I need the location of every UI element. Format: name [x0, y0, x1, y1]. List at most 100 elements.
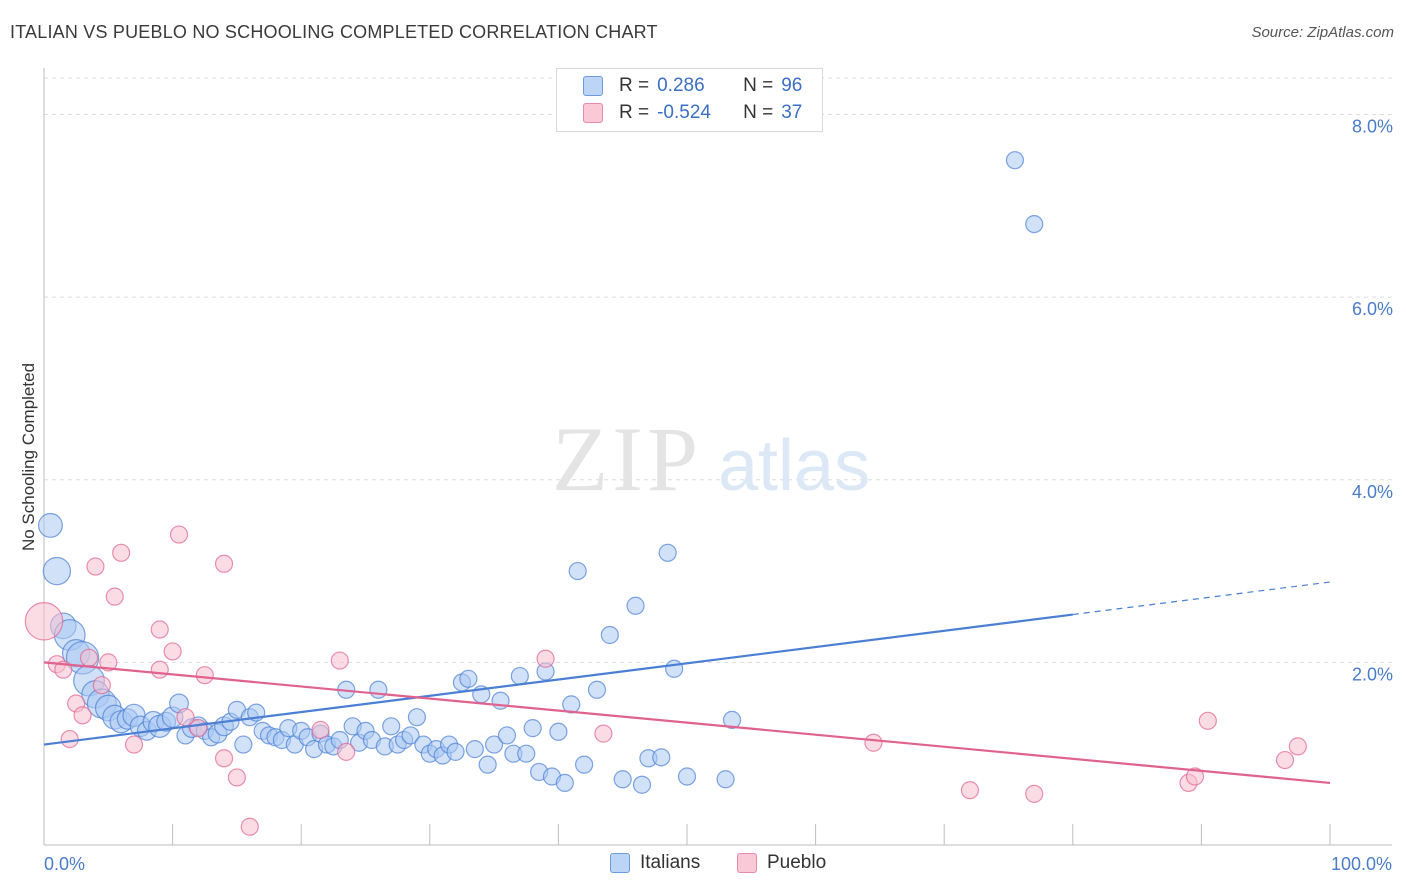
italians-point [517, 744, 536, 763]
pueblo-point [330, 651, 349, 670]
pueblo-point [24, 601, 64, 641]
italians-point [677, 767, 697, 786]
pueblo-point [214, 749, 234, 768]
chart-title: ITALIAN VS PUEBLO NO SCHOOLING COMPLETED… [10, 22, 658, 42]
watermark-atlas: atlas [718, 426, 870, 506]
legend-r-label: R = [619, 102, 650, 123]
pueblo-point [112, 543, 131, 562]
legend-row-italians: R = 0.286 N = 96 [583, 73, 802, 99]
italians-point [632, 775, 652, 794]
pueblo-trend-line [43, 661, 1331, 785]
italians-point [42, 556, 72, 586]
pueblo-point [1198, 711, 1217, 730]
y-axis-label: No Schooling Completed [19, 363, 38, 551]
legend-row-pueblo: R = -0.524 N = 37 [583, 100, 802, 126]
italians-point [658, 543, 677, 562]
y-tick-label: 6.0% [1352, 299, 1393, 319]
series-label-pueblo: Pueblo [767, 852, 827, 873]
pueblo-point [960, 781, 980, 800]
pueblo-point [92, 676, 111, 695]
correlation-legend: R = 0.286 N = 96 R = -0.524 N = 37 [556, 68, 823, 132]
italians-point [446, 742, 465, 761]
trend-lines [43, 581, 1331, 785]
italians-point [722, 710, 742, 730]
pueblo-point [195, 666, 214, 685]
series-legend-pueblo: Pueblo [737, 852, 826, 874]
series-swatch-pueblo [737, 853, 757, 873]
pueblo-point [60, 729, 79, 749]
italians-point [401, 726, 420, 745]
italians-point [600, 625, 619, 645]
axes [43, 68, 1392, 846]
pueblo-point [1185, 767, 1205, 786]
legend-swatch-italians [583, 76, 603, 96]
italians-point [459, 669, 478, 688]
italians-point [568, 561, 587, 581]
series-label-italians: Italians [640, 852, 701, 873]
pueblo-point [594, 724, 613, 743]
legend-n-value: 96 [781, 75, 803, 96]
series-swatch-italians [610, 853, 630, 873]
italians-point [234, 735, 253, 754]
italians-point [652, 748, 671, 767]
italians-point [613, 770, 632, 789]
pueblo-point [1275, 750, 1295, 770]
italians-point [1005, 151, 1025, 170]
italians-point [665, 659, 684, 678]
watermark: ZIP atlas [552, 408, 870, 510]
pueblo-point [86, 557, 105, 576]
pueblo-point [124, 735, 144, 754]
source-label: Source: ZipAtlas.com [1251, 24, 1394, 41]
italians-point [626, 596, 645, 615]
pueblo-point [240, 817, 259, 836]
pueblo-point [99, 653, 118, 672]
italians-point [407, 708, 427, 727]
italians-point [465, 740, 484, 759]
pueblo-point [311, 720, 330, 740]
pueblo-point [337, 742, 356, 761]
pueblo-point [536, 649, 555, 668]
legend-n-label: N = [743, 75, 774, 96]
legend-n-label: N = [743, 102, 774, 123]
pueblo-point [189, 719, 208, 738]
pueblo-point [169, 525, 189, 544]
pueblo-point [105, 587, 124, 606]
pueblo-point [864, 733, 883, 752]
y-tick-label: 4.0% [1352, 482, 1393, 502]
italians-point [510, 666, 529, 686]
pueblo-point [150, 660, 169, 679]
italians-point [575, 755, 594, 774]
pueblo-point [73, 706, 92, 725]
italians-point [555, 773, 574, 793]
tick-labels: 2.0% 4.0% 6.0% 8.0% 0.0% 100.0% [44, 117, 1393, 874]
italians-point [716, 770, 735, 789]
pueblo-point [227, 768, 246, 787]
pueblo-point [150, 620, 169, 639]
legend-r-value: 0.286 [657, 75, 705, 96]
italians-point [382, 717, 401, 736]
italians-point [485, 735, 504, 754]
series-legend-italians: Italians [610, 852, 700, 874]
italians-point [497, 726, 517, 745]
grid-lines [44, 77, 1392, 663]
italians-point [549, 722, 568, 741]
legend-r-value: -0.524 [657, 102, 711, 123]
watermark-zip: ZIP [552, 408, 702, 510]
italians-point [523, 719, 542, 738]
italians-point [478, 755, 497, 774]
y-tick-label: 2.0% [1352, 664, 1393, 684]
pueblo-point [163, 642, 182, 661]
x-tick-label: 0.0% [44, 854, 85, 874]
pueblo-point [1288, 737, 1307, 756]
pueblo-point [214, 554, 234, 573]
italians-trend-line [43, 613, 1073, 746]
italians-point [37, 512, 63, 538]
series-legend: Italians Pueblo [0, 852, 1406, 878]
x-tick-label: 100.0% [1331, 854, 1392, 874]
legend-swatch-pueblo [583, 103, 603, 123]
italians-point [369, 680, 388, 699]
italians-trend-extension [1072, 581, 1331, 616]
italians-point [587, 680, 607, 699]
y-tick-label: 8.0% [1352, 117, 1393, 137]
